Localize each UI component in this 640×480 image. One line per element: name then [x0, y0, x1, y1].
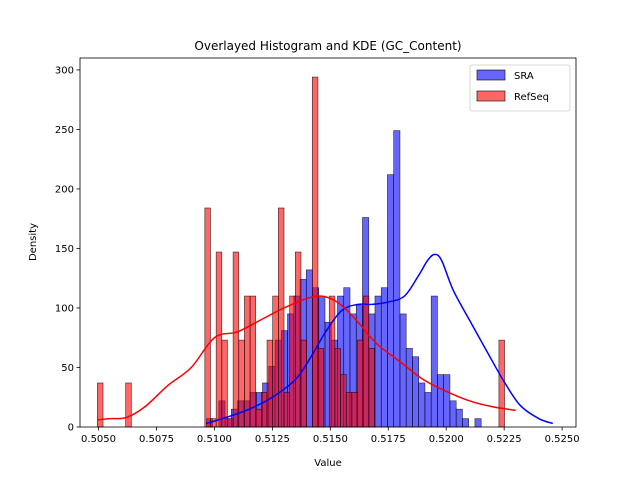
x-tick-label: 0.5075 [139, 434, 174, 445]
x-tick-label: 0.5150 [313, 434, 348, 445]
plot-frame [79, 57, 577, 428]
bar [374, 295, 382, 428]
x-tick-label: 0.5200 [429, 434, 464, 445]
bar [305, 269, 313, 428]
bar [437, 374, 444, 428]
bar [238, 339, 245, 428]
bar [405, 348, 413, 428]
bar [227, 418, 234, 428]
bar [357, 339, 364, 428]
y-tick-label: 50 [61, 363, 74, 374]
bar [474, 418, 482, 428]
bar [204, 207, 211, 428]
y-tick-label: 0 [68, 423, 74, 434]
bar [498, 339, 505, 428]
x-tick-label: 0.5100 [197, 434, 232, 445]
chart-title: Overlayed Histogram and KDE (GC_Content) [194, 39, 461, 53]
bar [449, 400, 457, 428]
x-axis-label: Value [314, 458, 341, 469]
bar [351, 392, 358, 428]
kde-line-sra [206, 253, 554, 425]
bar [317, 348, 324, 428]
bar [311, 76, 319, 428]
legend: SRA RefSeq [469, 64, 571, 112]
bar [340, 374, 347, 428]
bar [328, 295, 336, 428]
bar [455, 408, 463, 428]
bar [283, 392, 290, 428]
bar [345, 392, 353, 428]
bar [443, 374, 451, 428]
bar [362, 295, 370, 428]
y-axis-label: Density [28, 223, 39, 261]
bar [221, 339, 228, 428]
x-axis: 0.5050 0.5075 0.5100 0.5125 0.5150 0.5175 0.52… [81, 427, 580, 445]
series-refseq-bars [97, 76, 505, 428]
x-tick-label: 0.5125 [255, 434, 290, 445]
bar [462, 418, 469, 428]
bar [255, 408, 262, 428]
bar [393, 130, 401, 428]
bar [278, 207, 285, 428]
x-tick-label: 0.5250 [545, 434, 580, 445]
bar [266, 339, 274, 428]
bar [210, 418, 217, 428]
x-tick-label: 0.5225 [487, 434, 522, 445]
x-tick-label: 0.5175 [371, 434, 406, 445]
y-axis: 0 50 100 150 200 250 300 [55, 65, 80, 434]
y-tick-label: 300 [55, 65, 74, 76]
bar [368, 348, 375, 428]
bar [261, 392, 268, 428]
bar [289, 295, 296, 428]
y-tick-label: 150 [55, 244, 74, 255]
bar [380, 287, 388, 428]
bar [125, 382, 132, 428]
y-tick-label: 250 [55, 125, 74, 136]
bar [244, 295, 251, 428]
legend-label-refseq: RefSeq [514, 92, 549, 103]
bar [295, 251, 302, 428]
bar [412, 356, 420, 428]
bar [399, 313, 407, 428]
legend-swatch-sra [476, 69, 506, 81]
bar [215, 251, 223, 428]
legend-swatch-refseq [476, 90, 506, 102]
x-tick-label: 0.5050 [81, 434, 116, 445]
bar [300, 339, 307, 428]
bar [232, 251, 240, 428]
legend-label-sra: SRA [514, 71, 534, 82]
bar [272, 295, 279, 428]
y-tick-label: 200 [55, 184, 74, 195]
kde-line-refseq [97, 295, 516, 421]
bar [424, 392, 432, 428]
y-tick-label: 100 [55, 303, 74, 314]
bar [430, 295, 438, 428]
bar [418, 382, 426, 428]
bar [334, 348, 341, 428]
